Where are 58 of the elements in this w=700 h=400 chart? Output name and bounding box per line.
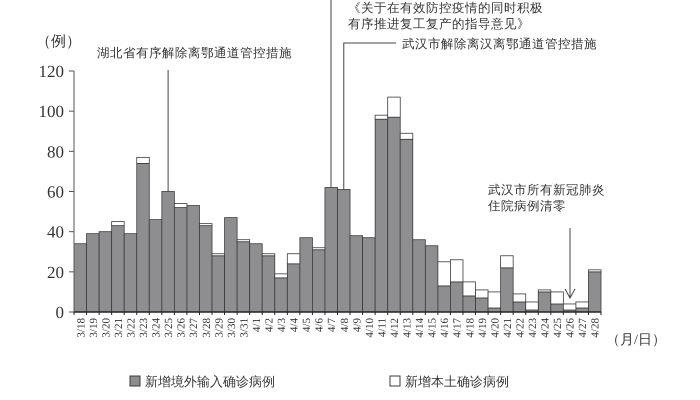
y-tick-label: 80 <box>47 142 64 162</box>
x-tick-label: 4/20 <box>489 318 502 338</box>
x-tick-label: 4/15 <box>426 318 439 338</box>
x-tick-label: 4/16 <box>439 318 452 338</box>
x-tick-label: 4/11 <box>376 318 388 338</box>
x-tick-label: 3/29 <box>213 318 226 338</box>
x-tick-label: 4/1 <box>250 318 263 332</box>
annotation: 武汉市所有新冠肺炎住院病例清零 <box>487 183 605 213</box>
annotation: 武汉市解除离汉离鄂通道管控措施 <box>402 36 597 51</box>
x-tick-label: 4/23 <box>526 318 539 338</box>
x-tick-label: 3/26 <box>176 318 188 338</box>
x-tick-label: 3/19 <box>88 318 100 338</box>
x-tick-label: 4/26 <box>564 318 577 338</box>
x-tick-label: 4/5 <box>301 318 314 332</box>
x-tick-label: 3/24 <box>150 318 163 338</box>
y-axis-title: （例） <box>36 34 81 50</box>
x-tick-label: 4/3 <box>276 318 288 332</box>
x-tick-label: 3/23 <box>138 318 150 338</box>
x-tick-label: 3/27 <box>188 318 200 338</box>
x-tick-label: 4/24 <box>540 318 552 338</box>
x-tick-label: 4/28 <box>590 318 602 338</box>
x-tick-label: 3/18 <box>75 318 88 338</box>
x-tick-label: 3/21 <box>112 318 125 338</box>
y-tick-label: 0 <box>56 303 64 322</box>
y-tick-label: 60 <box>47 182 64 202</box>
legend-label: 新增境外输入确诊病例 <box>145 374 275 389</box>
x-tick-label: 4/21 <box>502 318 514 338</box>
x-tick-label: 4/19 <box>476 318 489 338</box>
x-tick-label: 3/22 <box>125 318 138 338</box>
x-tick-label: 3/31 <box>238 318 250 338</box>
annotation: 湖北省有序解除离鄂通道管控措施 <box>97 45 292 60</box>
x-tick-label: 4/8 <box>338 318 351 332</box>
x-tick-label: 4/13 <box>402 318 414 338</box>
x-axis-title: （月/日） <box>606 333 666 348</box>
x-tick-label: 3/20 <box>100 318 112 338</box>
x-tick-label: 4/12 <box>388 318 401 338</box>
x-tick-label: 3/30 <box>226 318 238 338</box>
x-tick-label: 3/28 <box>200 318 213 338</box>
annotation: 武汉市所有新冠肺炎住院病例清零 <box>488 183 605 300</box>
x-tick-label: 4/2 <box>263 318 276 332</box>
y-tick-label: 20 <box>47 262 64 282</box>
x-tick-label: 4/14 <box>414 318 426 338</box>
x-tick-label: 3/25 <box>163 318 176 338</box>
x-tick-label: 4/17 <box>452 318 464 338</box>
y-tick-label: 40 <box>47 222 64 242</box>
x-tick-label: 4/22 <box>514 318 526 338</box>
x-tick-label: 4/27 <box>577 318 590 338</box>
annotation: 湖北省有序解除离鄂通道管控措施 <box>97 46 292 192</box>
x-tick-label: 4/9 <box>351 318 364 332</box>
x-tick-label: 4/7 <box>326 318 338 332</box>
y-tick-label: 120 <box>38 62 64 81</box>
x-tick-label: 4/4 <box>288 318 301 332</box>
x-tick-label: 4/25 <box>552 318 564 338</box>
legend-label: 新增本土确诊病例 <box>405 374 509 389</box>
x-tick-label: 4/6 <box>314 318 326 332</box>
y-tick-label: 100 <box>38 102 64 122</box>
x-tick-label: 4/18 <box>464 318 476 338</box>
x-tick-label: 4/10 <box>364 318 376 338</box>
